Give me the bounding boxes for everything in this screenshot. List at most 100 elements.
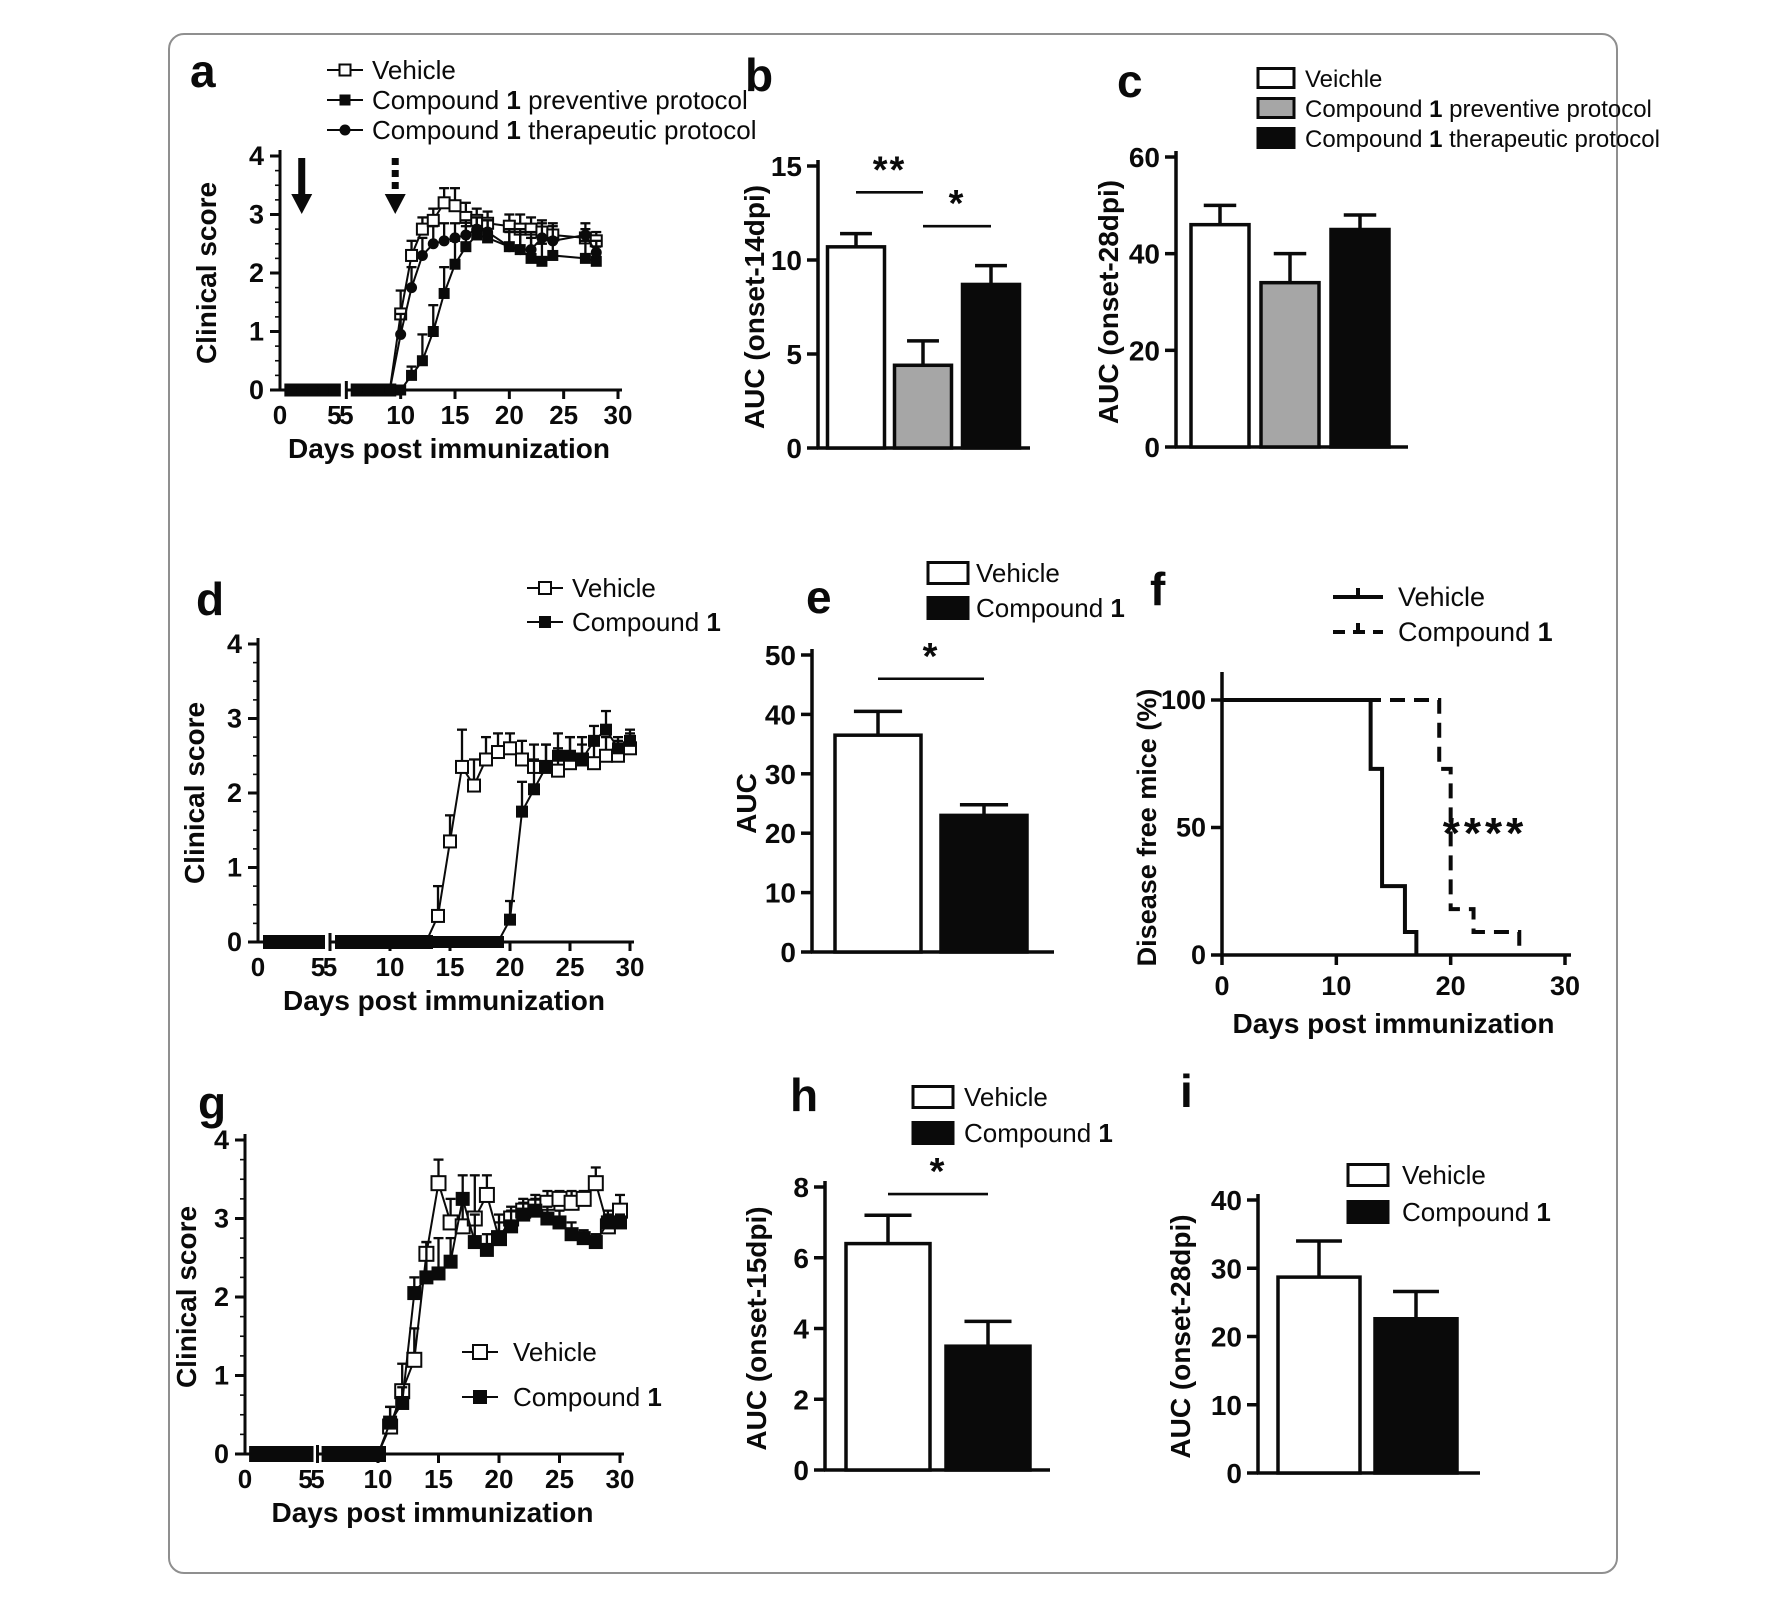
svg-text:AUC (onset-15dpi): AUC (onset-15dpi) [741, 1206, 772, 1450]
svg-text:3: 3 [214, 1204, 229, 1234]
svg-text:0: 0 [1144, 432, 1160, 463]
chart-panel-i-auc-bar: 0 10 20 30 40 AUC (onset-28dpi) Vehicle Compoun… [1165, 1160, 1551, 1489]
svg-text:4: 4 [214, 1125, 229, 1155]
svg-text:1: 1 [249, 317, 264, 347]
svg-text:*: * [949, 183, 966, 225]
panel-label-e: e [806, 571, 832, 623]
figure-border [168, 33, 1618, 1574]
svg-text:Compound 1 preventive protocol: Compound 1 preventive protocol [1305, 96, 1652, 123]
svg-text:25: 25 [556, 952, 585, 982]
svg-text:2: 2 [214, 1282, 229, 1312]
svg-text:100: 100 [1161, 685, 1206, 715]
svg-text:4: 4 [227, 629, 242, 659]
svg-text:Compound 1: Compound 1 [976, 593, 1125, 623]
svg-text:5: 5 [298, 1464, 312, 1494]
svg-text:2: 2 [227, 778, 242, 808]
svg-text:AUC (onset-14dpi): AUC (onset-14dpi) [739, 185, 770, 429]
svg-text:Days post immunization: Days post immunization [283, 985, 605, 1016]
svg-text:40: 40 [765, 699, 796, 730]
svg-text:20: 20 [1129, 335, 1160, 366]
chart-panel-g-clinical-score-line: 0 1 2 3 4 0 55 10 15 20 25 30 Days post immunization… [171, 1125, 662, 1528]
panel-label-h: h [790, 1069, 819, 1121]
svg-text:Vehicle: Vehicle [1402, 1160, 1486, 1190]
svg-text:0: 0 [1191, 940, 1206, 970]
panel-label-a: a [190, 45, 216, 97]
svg-text:10: 10 [1211, 1390, 1242, 1421]
svg-text:15: 15 [441, 400, 470, 430]
svg-text:30: 30 [606, 1464, 635, 1494]
chart-panel-f-survival-curve: 0 50 100 0 10 20 30 Days post immunization Disea… [1132, 582, 1580, 1039]
svg-text:20: 20 [496, 952, 525, 982]
svg-text:5: 5 [310, 1464, 324, 1494]
svg-text:0: 0 [251, 952, 265, 982]
svg-text:5: 5 [311, 952, 325, 982]
svg-text:20: 20 [485, 1464, 514, 1494]
svg-text:10: 10 [364, 1464, 393, 1494]
svg-text:3: 3 [227, 704, 242, 734]
panel-label-g: g [198, 1077, 227, 1129]
svg-text:0: 0 [1226, 1458, 1242, 1489]
svg-text:25: 25 [545, 1464, 574, 1494]
svg-text:0: 0 [214, 1439, 229, 1469]
svg-text:Compound 1: Compound 1 [964, 1118, 1113, 1148]
chart-panel-e-auc-bar: 0 10 20 30 40 50 * AUC Vehicle Compound 1 [731, 558, 1125, 968]
svg-text:*: * [930, 1151, 947, 1193]
svg-text:Vehicle: Vehicle [964, 1082, 1048, 1112]
svg-text:0: 0 [273, 400, 287, 430]
svg-text:Clinical score: Clinical score [179, 702, 210, 884]
svg-text:**: ** [873, 149, 907, 191]
svg-text:0: 0 [793, 1455, 809, 1486]
svg-text:15: 15 [424, 1464, 453, 1494]
svg-text:5: 5 [786, 339, 802, 370]
svg-text:Clinical score: Clinical score [191, 182, 222, 364]
panel-label-d: d [196, 573, 225, 625]
svg-text:15: 15 [436, 952, 465, 982]
svg-text:8: 8 [793, 1172, 809, 1203]
svg-text:5: 5 [323, 952, 337, 982]
svg-text:Compound 1 therapeutic protoco: Compound 1 therapeutic protocol [372, 115, 756, 145]
svg-text:5: 5 [339, 400, 353, 430]
svg-text:10: 10 [771, 245, 802, 276]
svg-text:30: 30 [604, 400, 633, 430]
svg-text:Days post immunization: Days post immunization [271, 1497, 593, 1528]
svg-text:20: 20 [1436, 971, 1466, 1001]
svg-text:Days post immunization: Days post immunization [1232, 1008, 1554, 1039]
svg-text:Veichle: Veichle [1305, 66, 1382, 93]
svg-text:40: 40 [1211, 1185, 1242, 1216]
svg-text:30: 30 [1550, 971, 1580, 1001]
panel-label-c: c [1117, 55, 1143, 107]
svg-text:20: 20 [765, 818, 796, 849]
svg-text:Compound 1: Compound 1 [572, 607, 721, 637]
svg-text:5: 5 [327, 400, 341, 430]
svg-text:AUC (onset-28dpi): AUC (onset-28dpi) [1165, 1214, 1196, 1458]
svg-text:Vehicle: Vehicle [572, 573, 656, 603]
svg-text:10: 10 [386, 400, 415, 430]
svg-text:60: 60 [1129, 142, 1160, 173]
svg-text:0: 0 [238, 1464, 252, 1494]
svg-text:50: 50 [1176, 813, 1206, 843]
svg-text:0: 0 [1214, 971, 1229, 1001]
svg-text:1: 1 [214, 1361, 229, 1391]
svg-text:4: 4 [793, 1314, 809, 1345]
svg-text:Vehicle: Vehicle [976, 558, 1060, 588]
svg-text:Compound 1: Compound 1 [1402, 1197, 1551, 1227]
svg-text:0: 0 [786, 433, 802, 464]
svg-text:10: 10 [1321, 971, 1351, 1001]
svg-text:****: **** [1443, 809, 1528, 858]
panel-label-f: f [1150, 563, 1166, 615]
svg-text:Compound 1: Compound 1 [1398, 617, 1553, 647]
svg-text:30: 30 [1211, 1253, 1242, 1284]
svg-text:10: 10 [765, 878, 796, 909]
svg-text:0: 0 [249, 375, 264, 405]
svg-text:Vehicle: Vehicle [1398, 582, 1485, 612]
panel-label-b: b [745, 49, 774, 101]
svg-text:25: 25 [549, 400, 578, 430]
svg-text:Vehicle: Vehicle [513, 1337, 597, 1367]
svg-text:30: 30 [765, 759, 796, 790]
svg-text:0: 0 [227, 927, 242, 957]
svg-text:Compound 1: Compound 1 [513, 1382, 662, 1412]
